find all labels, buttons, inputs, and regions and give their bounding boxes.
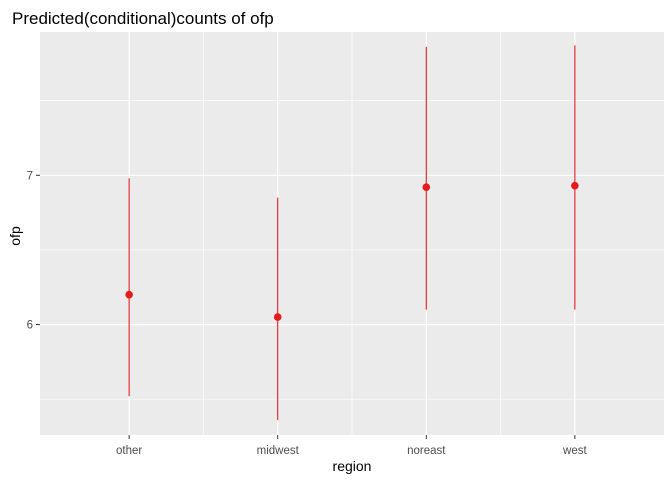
- x-tick-label-other: other: [116, 445, 142, 457]
- x-tick-label-midwest: midwest: [257, 445, 300, 457]
- y-tick-label: 7: [27, 170, 33, 182]
- data-points: [125, 181, 579, 321]
- data-point-other: [125, 290, 133, 299]
- data-point-west: [571, 181, 579, 190]
- data-point-noreast: [422, 183, 431, 192]
- y-tick-label: 6: [27, 320, 33, 332]
- chart-title: Predicted(conditional)counts of ofp: [12, 9, 274, 28]
- x-axis-title: region: [333, 458, 372, 474]
- y-axis-title: ofp: [7, 226, 23, 246]
- y-axis-ticks: 67: [27, 170, 40, 332]
- x-axis-ticks: other midwest noreast west: [116, 435, 587, 457]
- x-tick-label-noreast: noreast: [407, 445, 446, 457]
- minor-gridlines: [40, 32, 664, 435]
- data-point-midwest: [273, 313, 282, 321]
- x-tick-label-west: west: [562, 445, 587, 457]
- error-bars: [128, 45, 576, 421]
